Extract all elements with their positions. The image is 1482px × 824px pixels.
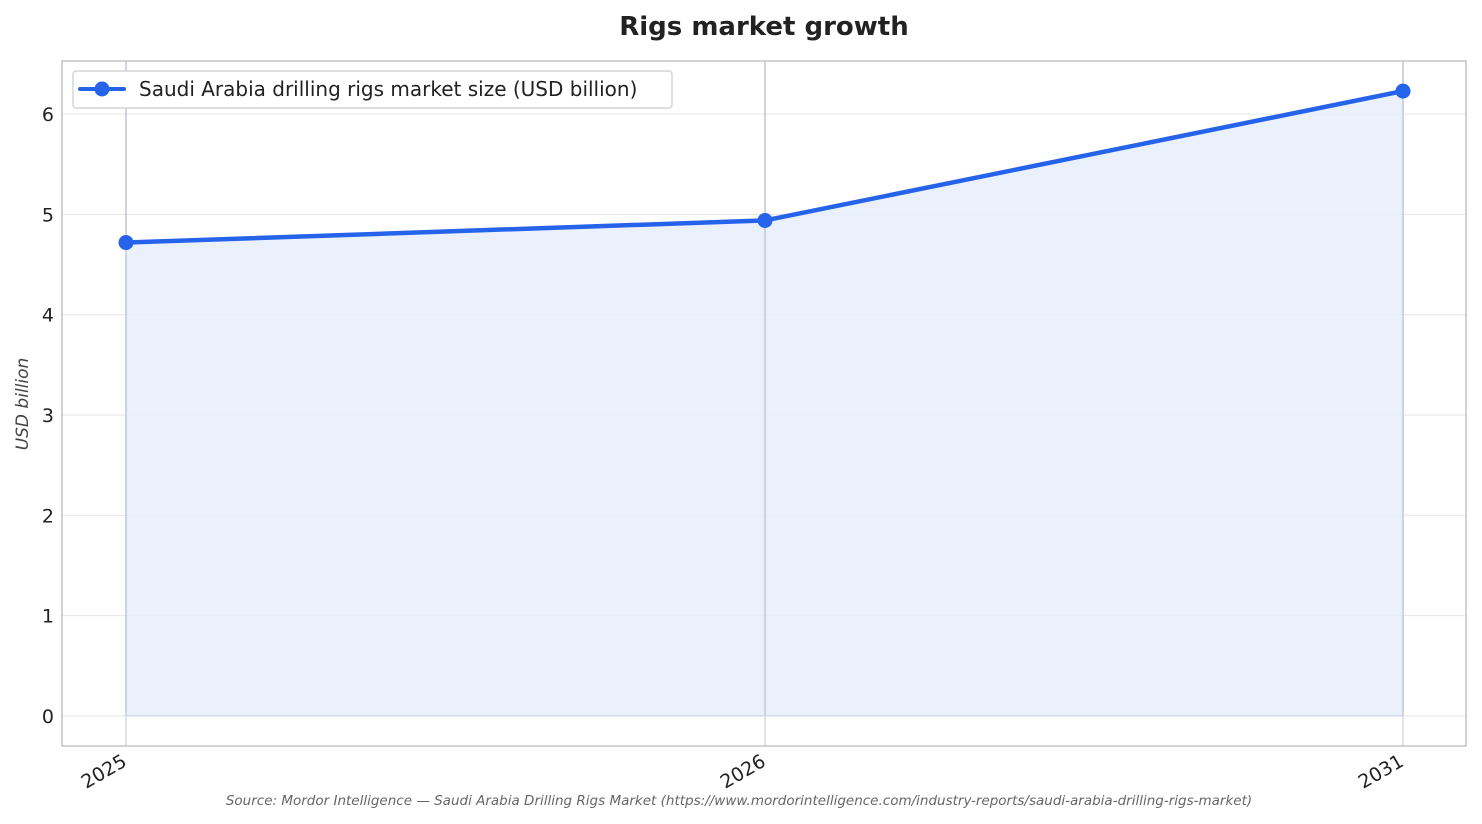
source-note: Source: Mordor Intelligence — Saudi Arab… [226,793,1252,809]
y-tick-label: 3 [42,405,54,427]
legend: Saudi Arabia drilling rigs market size (… [72,70,673,109]
y-tick-label: 1 [42,606,54,628]
legend-series-label: Saudi Arabia drilling rigs market size (… [139,77,637,101]
data-point [757,212,773,228]
plot-frame [61,60,1467,747]
y-tick-label: 0 [42,706,54,728]
x-tick-label: 2031 [1355,750,1408,793]
y-tick-label: 5 [42,204,54,226]
y-axis-label: USD billion [13,358,33,451]
x-tick-label: 2026 [717,750,770,793]
y-tick-label: 6 [42,104,54,126]
area-layer [125,61,1404,717]
y-tick-labels: 0 1 2 3 4 5 6 [42,104,54,728]
points-layer [118,83,1411,251]
x-tick-label: 2025 [78,750,131,793]
data-point [118,235,134,251]
data-point [1395,83,1411,99]
x-tick-labels: 2025 2026 2031 [78,750,1408,793]
y-tick-label: 4 [42,305,54,327]
chart-title: Rigs market growth [619,12,909,42]
legend-box [72,70,673,109]
y-tick-label: 2 [42,505,54,527]
legend-marker [94,81,110,97]
